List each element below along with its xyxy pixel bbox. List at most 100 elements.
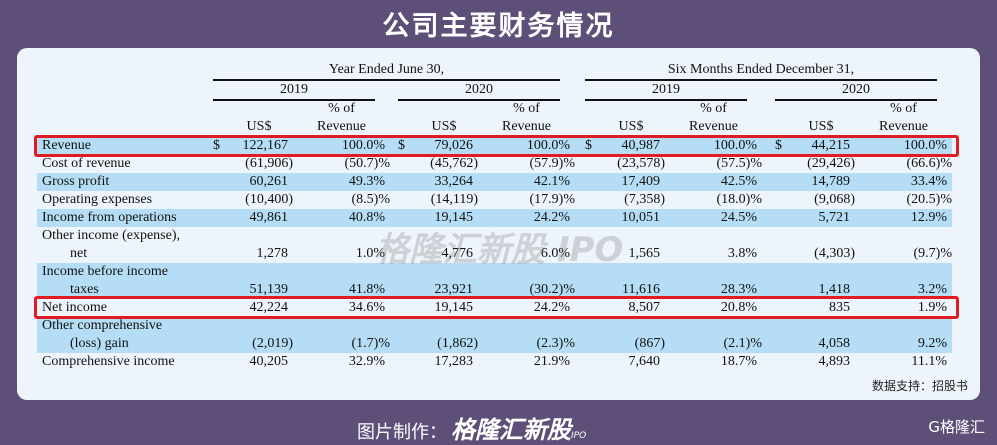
pct-of-revenue: (66.6)% xyxy=(906,156,953,171)
spacer xyxy=(762,317,775,353)
usd-value: (9,068) xyxy=(814,192,855,207)
usd-value: (867) xyxy=(597,317,665,353)
spacer xyxy=(390,353,398,371)
dollar-sign xyxy=(398,155,410,173)
pct-of-revenue: 34.6% xyxy=(348,300,385,315)
row-label: Gross profit xyxy=(37,173,213,191)
row-label: Income from operations xyxy=(37,209,213,227)
dollar-sign xyxy=(213,191,225,209)
table-row: Net income 42,224 34.6% 19,145 24.2% 8,507 20.… xyxy=(37,299,952,317)
dollar-sign xyxy=(398,191,410,209)
spacer xyxy=(390,173,398,191)
table-row: Cost of revenue (61,906) (50.7)% (45,762) (5… xyxy=(37,155,952,173)
dollar-sign xyxy=(213,173,225,191)
dollar-sign: $ xyxy=(585,137,597,155)
usd-value: 7,640 xyxy=(628,354,661,369)
dollar-sign xyxy=(398,209,410,227)
pct-of-revenue: 1.0% xyxy=(355,246,385,261)
usd-value: 44,215 xyxy=(787,137,855,155)
divider xyxy=(398,99,560,101)
pct-of-revenue: 24.2% xyxy=(533,300,570,315)
usd-value: 60,261 xyxy=(225,173,293,191)
usd-value: 19,145 xyxy=(434,300,474,315)
dollar-sign xyxy=(775,263,787,299)
dollar-sign xyxy=(398,353,410,371)
pct-of-revenue: 6.0% xyxy=(540,246,570,261)
row-label: Operating expenses xyxy=(42,192,153,207)
spacer xyxy=(390,317,398,353)
pct-of-revenue: 100.0% xyxy=(478,137,575,155)
pct-of-revenue: 3.2% xyxy=(855,263,952,299)
spacer xyxy=(762,173,775,191)
dollar-sign xyxy=(585,173,597,191)
usd-value: 1,418 xyxy=(787,263,855,299)
header-year: 2019 xyxy=(652,82,680,97)
pct-of-revenue: (20.5)% xyxy=(906,192,953,207)
usd-value: (4,303) xyxy=(814,246,855,261)
header-pct: % of xyxy=(700,101,727,116)
usd-value: (45,762) xyxy=(430,156,478,171)
source-note: 数据支持：招股书 xyxy=(871,379,968,393)
header-pct: Revenue xyxy=(879,119,928,134)
pct-of-revenue: (2.3)% xyxy=(478,317,575,353)
row-label: Cost of revenue xyxy=(42,156,131,171)
usd-value: 23,921 xyxy=(410,263,478,299)
usd-value: 1,565 xyxy=(628,246,661,261)
pct-of-revenue: 24.2% xyxy=(478,209,575,227)
dollar-sign xyxy=(775,227,787,263)
pct-of-revenue: (50.7)% xyxy=(344,156,391,171)
pct-of-revenue: 3.8% xyxy=(727,246,757,261)
usd-value: 19,145 xyxy=(410,209,478,227)
usd-value: 51,139 xyxy=(225,263,293,299)
spacer xyxy=(762,227,775,263)
dollar-sign xyxy=(213,155,225,173)
dollar-sign xyxy=(585,209,597,227)
pct-of-revenue: (9.7)% xyxy=(913,246,953,261)
dollar-sign xyxy=(398,173,410,191)
pct-of-revenue: 49.3% xyxy=(293,173,390,191)
usd-value: 4,893 xyxy=(818,354,851,369)
usd-value: 4,058 xyxy=(787,317,855,353)
table-row: Income from operations 49,861 40.8% 19,145 2… xyxy=(37,209,952,227)
footer-brand: 格隆汇新股 xyxy=(451,416,571,444)
dollar-sign: $ xyxy=(398,137,410,155)
header-pct: % of xyxy=(513,101,540,116)
pct-of-revenue: 100.0% xyxy=(855,137,952,155)
dollar-sign xyxy=(775,353,787,371)
row-label: Revenue xyxy=(37,137,213,155)
pct-of-revenue: (18.0)% xyxy=(716,192,763,207)
spacer xyxy=(390,191,398,209)
header-pct: Revenue xyxy=(317,119,366,134)
table-row: Income before income taxes 51,139 41.8% 23,9… xyxy=(37,263,952,299)
header-year-ended: Year Ended June 30, xyxy=(328,62,445,77)
usd-value: (2,019) xyxy=(225,317,293,353)
footer-credit: 图片制作： 格隆汇新股IPO xyxy=(357,410,586,445)
dollar-sign: $ xyxy=(775,137,787,155)
spacer xyxy=(762,353,775,371)
spacer xyxy=(762,155,775,173)
pct-of-revenue: 41.8% xyxy=(293,263,390,299)
pct-of-revenue: 18.7% xyxy=(720,354,757,369)
spacer xyxy=(390,155,398,173)
dollar-sign xyxy=(213,353,225,371)
usd-value: 835 xyxy=(829,300,850,315)
brand-logo: G格隆汇 xyxy=(928,418,985,436)
dollar-sign xyxy=(585,317,597,353)
pct-of-revenue: 11.1% xyxy=(911,354,947,369)
pct-of-revenue: 32.9% xyxy=(348,354,385,369)
dollar-sign xyxy=(775,209,787,227)
row-label: Income before income taxes xyxy=(37,263,213,299)
usd-value: 1,278 xyxy=(256,246,289,261)
dollar-sign xyxy=(398,263,410,299)
header-pct: % of xyxy=(328,101,355,116)
usd-value: 11,616 xyxy=(597,263,665,299)
usd-value: 33,264 xyxy=(410,173,478,191)
watermark: 格隆汇新股 IPO xyxy=(375,230,624,270)
usd-value: 5,721 xyxy=(787,209,855,227)
usd-value: (23,578) xyxy=(617,156,665,171)
usd-value: 4,776 xyxy=(441,246,474,261)
row-label: Other income (expense), net xyxy=(42,228,180,261)
usd-value: 40,987 xyxy=(597,137,665,155)
spacer xyxy=(762,137,775,155)
table-row: Other income (expense), net 1,278 1.0% 4,776… xyxy=(37,227,952,263)
